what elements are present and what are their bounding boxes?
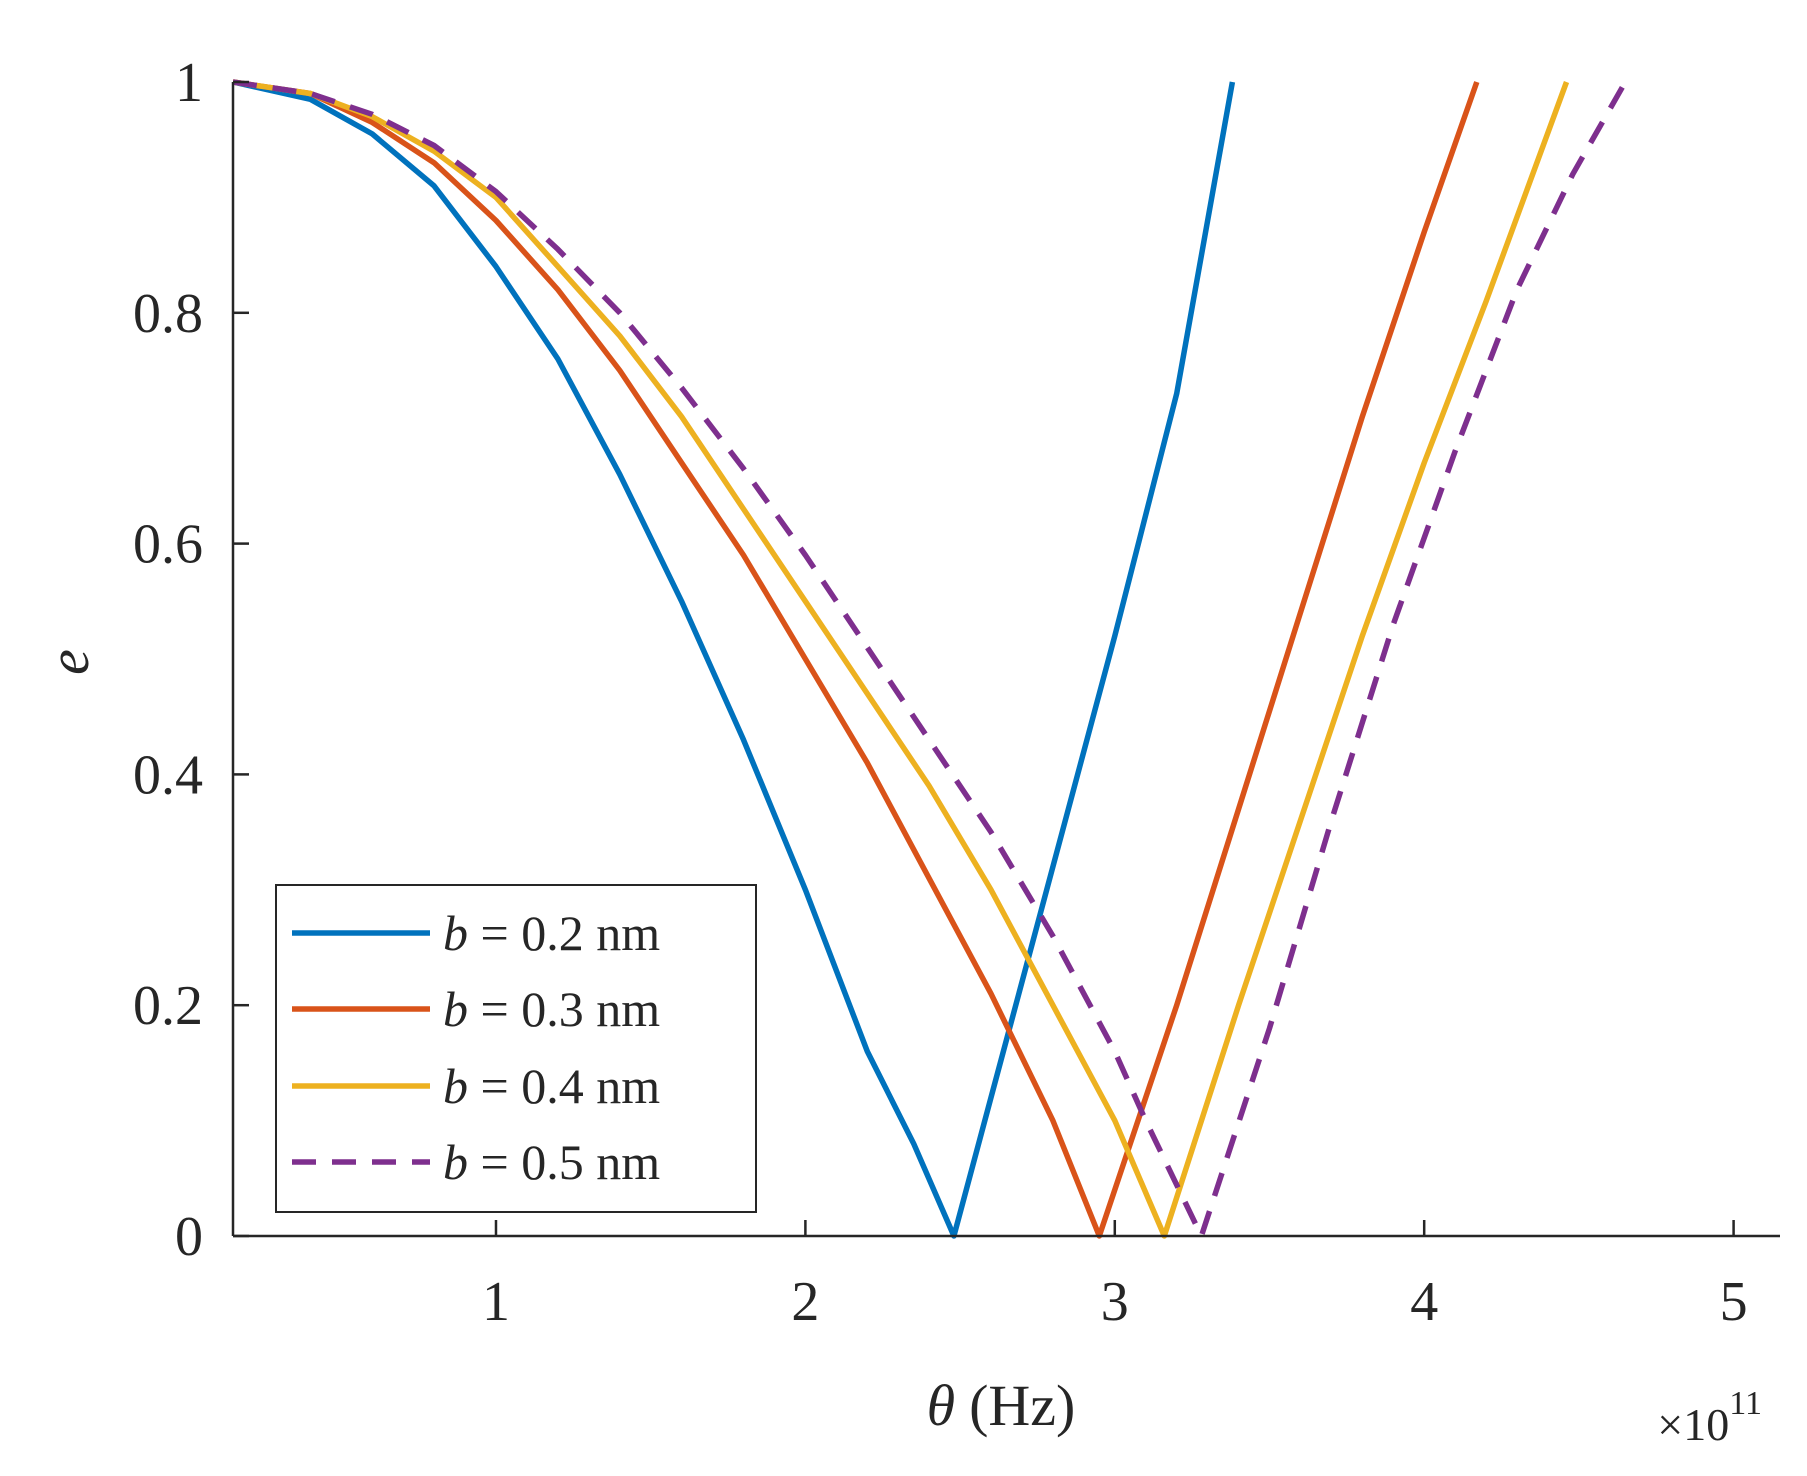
legend-value: = 0.2 nm <box>468 905 660 961</box>
y-tick-label: 0 <box>175 1206 203 1268</box>
x-ticks: 1 2 3 4 5 <box>482 1220 1748 1333</box>
y-tick-label: 0.6 <box>133 514 203 576</box>
x-tick-label: 5 <box>1720 1271 1748 1333</box>
series-line-4 <box>232 79 1628 1239</box>
x-tick-label: 1 <box>482 1271 510 1333</box>
legend-value: = 0.5 nm <box>468 1134 660 1190</box>
y-tick-label: 0.8 <box>133 283 203 345</box>
legend: b = 0.2 nmb = 0.3 nmb = 0.4 nmb = 0.5 nm <box>275 884 757 1213</box>
legend-symbol: b <box>443 905 468 961</box>
x-axis-symbol: θ <box>927 1373 956 1438</box>
legend-label-3: b = 0.4 nm <box>443 1058 660 1114</box>
legend-value: = 0.4 nm <box>468 1058 660 1114</box>
legend-symbol: b <box>443 1134 468 1190</box>
x-axis-unit: (Hz) <box>969 1373 1075 1438</box>
y-axis-label: e <box>36 649 101 675</box>
legend-symbol: b <box>443 981 468 1037</box>
series-line-1 <box>232 79 1236 1239</box>
legend-label-1: b = 0.2 nm <box>443 905 660 961</box>
y-tick-label: 0.2 <box>133 975 203 1037</box>
x-tick-label: 2 <box>791 1271 819 1333</box>
x-exponent-prefix: ×10 <box>1657 1399 1729 1450</box>
x-axis-label: θ (Hz) <box>927 1373 1076 1438</box>
legend-value: = 0.3 nm <box>468 981 660 1037</box>
y-tick-label: 0.4 <box>133 744 203 806</box>
legend-label-4: b = 0.5 nm <box>443 1134 660 1190</box>
x-exponent-power: 11 <box>1729 1385 1762 1422</box>
x-tick-label: 4 <box>1410 1271 1438 1333</box>
legend-items: b = 0.2 nmb = 0.3 nmb = 0.4 nmb = 0.5 nm <box>292 905 660 1190</box>
legend-symbol: b <box>443 1058 468 1114</box>
axes <box>231 82 1780 1238</box>
series-line-3 <box>232 79 1570 1239</box>
x-axis-exponent: ×1011 <box>1657 1385 1762 1450</box>
x-tick-label: 3 <box>1101 1271 1129 1333</box>
y-ticks: 0 0.2 0.4 0.6 0.8 1 <box>133 52 249 1268</box>
legend-label-2: b = 0.3 nm <box>443 981 660 1037</box>
series-layer <box>232 79 1628 1239</box>
series-line-2 <box>232 79 1480 1239</box>
y-tick-label: 1 <box>175 52 203 114</box>
legend-box <box>275 884 757 1213</box>
